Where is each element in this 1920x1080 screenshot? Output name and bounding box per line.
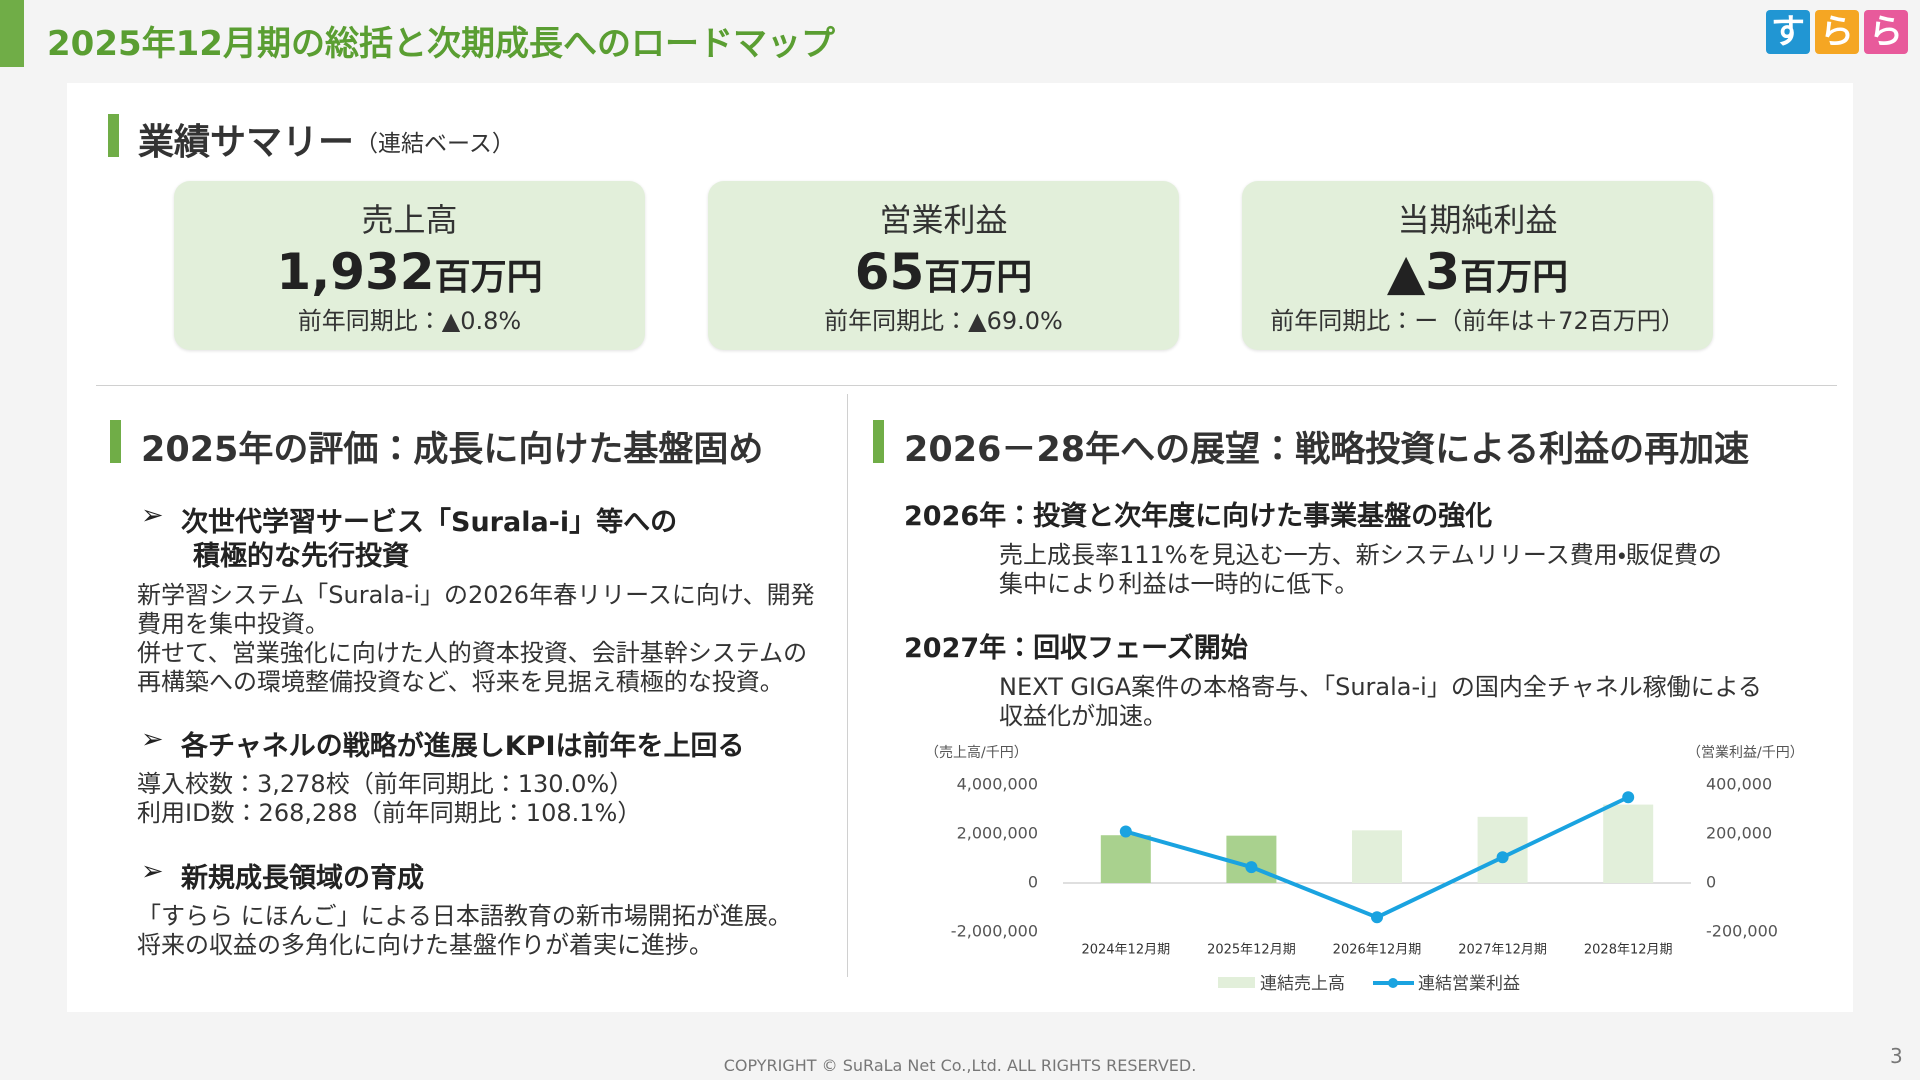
y2-axis-label: （営業利益/千円） [1687, 745, 1804, 761]
header-title: 2025年12月期の総括と次期成長へのロードマップ [47, 24, 835, 64]
bullet: ➢ [141, 724, 164, 755]
x-tick-label: 2028年12月期 [1584, 943, 1673, 958]
item-heading: 2027年：回収フェーズ開始 [904, 633, 1248, 664]
line-point [1245, 861, 1258, 874]
page-number: 3 [1890, 1044, 1903, 1068]
item-heading: 各チャネルの戦略が進展しKPIは前年を上回る [181, 731, 745, 762]
card-value: 1,932百万円 [174, 243, 645, 301]
item-heading: 積極的な先行投資 [193, 541, 409, 572]
logo-char: す [1766, 10, 1810, 54]
card-comparison: 前年同期比：▲69.0% [824, 307, 1063, 335]
bar [1352, 830, 1402, 883]
section-note: （連結ベース） [355, 131, 515, 157]
body-line: 集中により利益は一時的に低下。 [999, 570, 1359, 598]
summary-card: 当期純利益 ▲3百万円前年同期比：ー（前年は＋72百万円） [1242, 181, 1713, 350]
line-point [1496, 851, 1509, 864]
value-number: ▲3 [1386, 243, 1461, 301]
body-line: 新学習システム「Surala-i」の2026年春リリースに向け、開発 [137, 581, 815, 609]
bullet: ➢ [141, 500, 164, 531]
body-line: 利用ID数：268,288（前年同期比：108.1%） [137, 799, 642, 827]
divider [96, 385, 1837, 386]
item-heading: 2026年：投資と次年度に向けた事業基盤の強化 [904, 501, 1493, 532]
body-line: 導入校数：3,278校（前年同期比：130.0%） [137, 770, 634, 798]
item-heading: 新規成長領域の育成 [181, 863, 424, 894]
y-tick-label: 0 [1028, 873, 1038, 892]
body-line: 将来の収益の多角化に向けた基盤作りが着実に進捗。 [137, 931, 713, 959]
y2-tick-label: 0 [1706, 873, 1716, 892]
legend-swatch [1218, 977, 1255, 988]
card-comparison: 前年同期比：ー（前年は＋72百万円） [1270, 307, 1685, 335]
value-number: 65 [854, 243, 925, 301]
section-heading: 2026－28年への展望：戦略投資による利益の再加速 [904, 430, 1750, 470]
card-label: 売上高 [361, 201, 458, 239]
line-point [1371, 911, 1383, 924]
body-line: 併せて、営業強化に向けた人的資本投資、会計基幹システムの [137, 639, 808, 667]
body-line: 売上成長率111%を見込む一方、新システムリリース費用・販促費の [999, 541, 1722, 569]
bullet: ➢ [141, 856, 164, 887]
bar [1100, 835, 1151, 883]
x-tick-label: 2026年12月期 [1333, 943, 1422, 958]
card-value: 65百万円 [708, 243, 1179, 301]
card-comparison: 前年同期比：▲0.8% [297, 307, 522, 335]
y-tick-label: -2,000,000 [951, 922, 1038, 941]
line-point [1119, 825, 1132, 838]
logo-char: ら [1815, 10, 1859, 54]
body-line: 収益化が加速。 [999, 702, 1167, 730]
x-tick-label: 2024年12月期 [1081, 943, 1170, 958]
legend-swatch [1388, 978, 1398, 988]
value-unit: 百万円 [924, 257, 1033, 298]
logo-char: ら [1864, 10, 1908, 54]
x-tick-label: 2025年12月期 [1207, 943, 1296, 958]
legend-label: 連結営業利益 [1418, 974, 1520, 994]
copyright: COPYRIGHT © SuRaLa Net Co.,Ltd. ALL RIGH… [723, 1056, 1197, 1075]
section-accent [110, 420, 121, 463]
card-label: 当期純利益 [1397, 201, 1558, 239]
y-axis-label: （売上高/千円） [925, 744, 1028, 761]
y2-tick-label: -200,000 [1706, 922, 1778, 941]
section-heading: 業績サマリー [138, 122, 355, 163]
summary-card: 営業利益 65百万円前年同期比：▲69.0% [708, 181, 1179, 350]
value-number: 1,932 [276, 243, 435, 301]
header-accent [0, 0, 24, 67]
divider [847, 394, 848, 977]
item-heading: 次世代学習サービス「Surala-i」等への [181, 507, 678, 538]
line-point [1622, 791, 1635, 804]
card-label: 営業利益 [879, 201, 1008, 239]
summary-card: 売上高 1,932百万円前年同期比：▲0.8% [174, 181, 645, 350]
value-unit: 百万円 [434, 257, 543, 298]
y-tick-label: 4,000,000 [957, 775, 1038, 794]
body-line: 再構築への環境整備投資など、将来を見据え積極的な投資。 [137, 668, 784, 696]
section-heading: 2025年の評価：成長に向けた基盤固め [141, 430, 764, 470]
value-unit: 百万円 [1460, 257, 1569, 298]
body-line: NEXT GIGA案件の本格寄与、「Surala-i」の国内全チャネル稼働による [999, 673, 1762, 701]
x-tick-label: 2027年12月期 [1458, 943, 1547, 958]
bar [1603, 804, 1654, 883]
legend-label: 連結売上高 [1260, 974, 1345, 994]
y2-tick-label: 200,000 [1706, 824, 1772, 843]
section-accent [873, 420, 884, 463]
section-accent [108, 114, 119, 157]
body-line: 費用を集中投資。 [137, 610, 329, 638]
y-tick-label: 2,000,000 [957, 824, 1038, 843]
body-line: 「すらら にほんご」による日本語教育の新市場開拓が進展。 [137, 902, 792, 930]
y2-tick-label: 400,000 [1706, 775, 1772, 794]
card-value: ▲3百万円 [1242, 243, 1713, 301]
